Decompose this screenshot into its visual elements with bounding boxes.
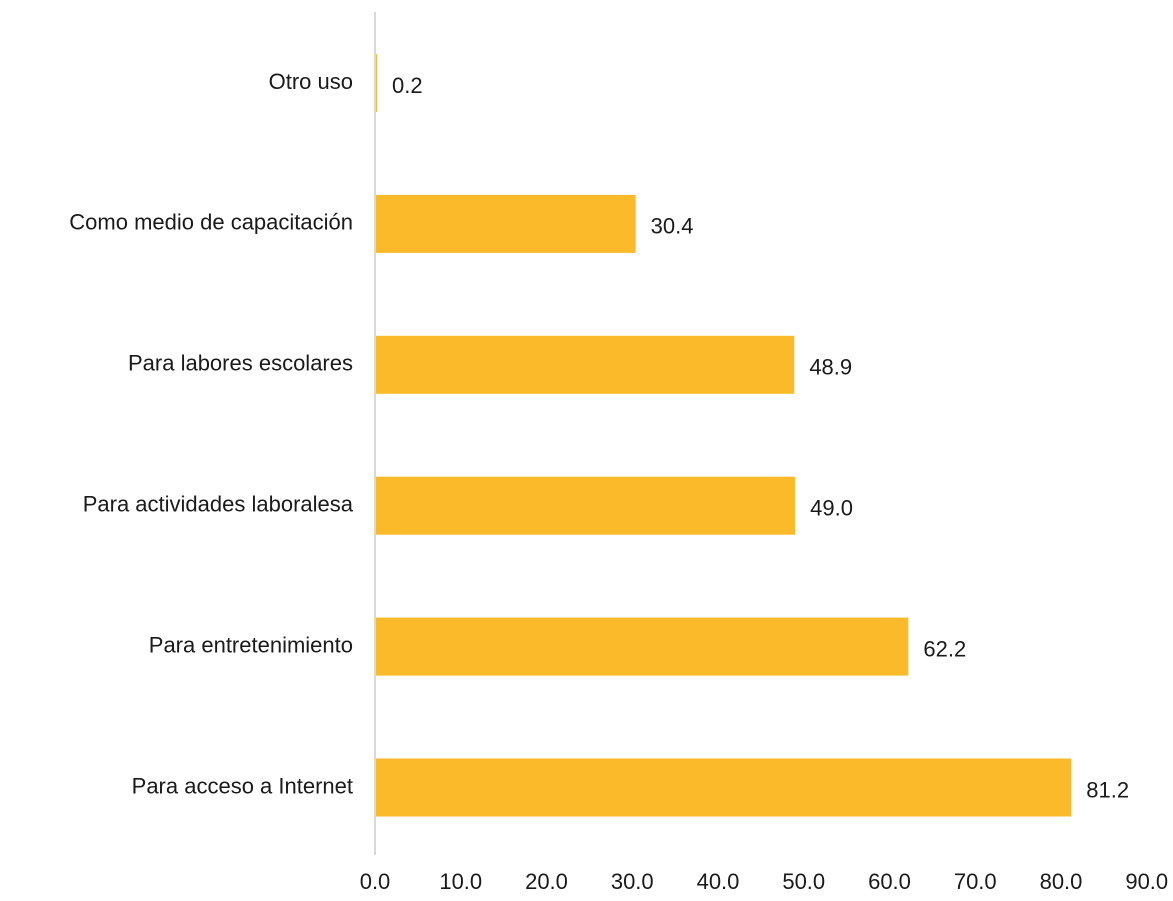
x-tick-label: 90.0 [1125,869,1168,894]
x-tick-label: 30.0 [611,869,654,894]
category-label: Para labores escolares [128,351,353,376]
bar [375,194,636,253]
category-label: Para entretenimiento [149,632,353,657]
x-tick-label: 60.0 [868,869,911,894]
value-label: 81.2 [1086,777,1129,802]
bars-group [375,54,1072,817]
value-label: 48.9 [809,355,852,380]
x-tick-label: 10.0 [439,869,482,894]
value-label: 62.2 [923,636,966,661]
bar [375,758,1072,817]
value-label: 49.0 [810,496,853,521]
x-tick-labels-group: 0.0 10.0 20.0 30.0 40.0 50.0 60.0 70.0 80.0 90.0 [360,869,1168,894]
x-tick-label: 80.0 [1040,869,1083,894]
category-label: Como medio de capacitación [69,210,353,235]
value-label: 30.4 [651,214,694,239]
value-labels-group: 0.2 30.4 48.9 49.0 62.2 81.2 [392,73,1129,803]
x-tick-label: 70.0 [954,869,997,894]
bar [375,617,909,676]
x-tick-label: 50.0 [782,869,825,894]
category-label: Para actividades laboralesa [83,492,354,517]
category-labels-group: Otro uso Como medio de capacitación Para l… [69,69,353,799]
x-tick-label: 40.0 [697,869,740,894]
x-tick-label: 20.0 [525,869,568,894]
bar [375,335,795,394]
bar [375,476,796,535]
category-label: Para acceso a Internet [132,773,353,798]
category-label: Otro uso [269,69,353,94]
value-label: 0.2 [392,73,423,98]
x-tick-label: 0.0 [360,869,391,894]
